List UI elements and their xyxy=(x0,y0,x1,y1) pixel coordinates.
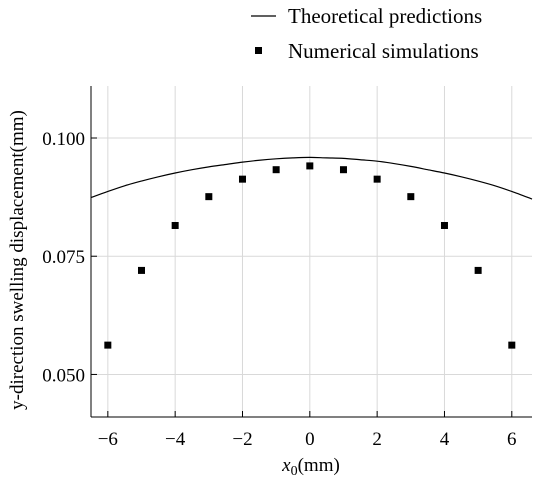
x-tick-label: 4 xyxy=(440,429,450,450)
series-layer xyxy=(90,156,533,349)
simulation-point xyxy=(440,221,448,229)
simulation-point xyxy=(339,166,347,174)
ticks: −6 −4 −2 0 2 4 6 0.050 0.075 0.100 xyxy=(42,129,516,450)
x-tick-label: 6 xyxy=(507,429,517,450)
x-axis-title-sub: 0 xyxy=(291,464,298,479)
legend-label-theoretical: Theoretical predictions xyxy=(288,4,482,28)
simulation-point xyxy=(205,193,213,201)
simulation-point xyxy=(272,166,280,174)
x-axis-title-var: x xyxy=(281,455,291,476)
legend-label-numerical: Numerical simulations xyxy=(288,39,479,63)
simulation-point xyxy=(407,193,415,201)
y-tick-label: 0.075 xyxy=(42,247,85,268)
theoretical-curve xyxy=(90,156,533,200)
simulation-point xyxy=(137,266,145,274)
y-tick-label: 0.050 xyxy=(42,365,85,386)
x-axis-title: x0(mm) xyxy=(281,455,340,479)
y-tick-label: 0.100 xyxy=(42,129,85,150)
simulation-point xyxy=(474,266,482,274)
x-tick-label: −4 xyxy=(165,429,186,450)
legend-square-swatch xyxy=(255,47,262,54)
simulation-point xyxy=(238,175,246,183)
axes xyxy=(90,86,532,418)
simulation-point xyxy=(104,341,112,349)
grid xyxy=(91,86,532,417)
x-tick-label: −2 xyxy=(232,429,252,450)
x-tick-label: 0 xyxy=(305,429,315,450)
simulation-point xyxy=(373,175,381,183)
x-tick-label: −6 xyxy=(98,429,118,450)
y-axis-title: y-direction swelling displacement(mm) xyxy=(7,110,28,410)
simulation-point xyxy=(171,221,179,229)
legend: Theoretical predictions Numerical simula… xyxy=(251,4,482,63)
x-tick-label: 2 xyxy=(372,429,382,450)
x-axis-title-unit: (mm) xyxy=(298,455,340,476)
simulation-point xyxy=(508,341,516,349)
simulation-point xyxy=(306,162,314,170)
